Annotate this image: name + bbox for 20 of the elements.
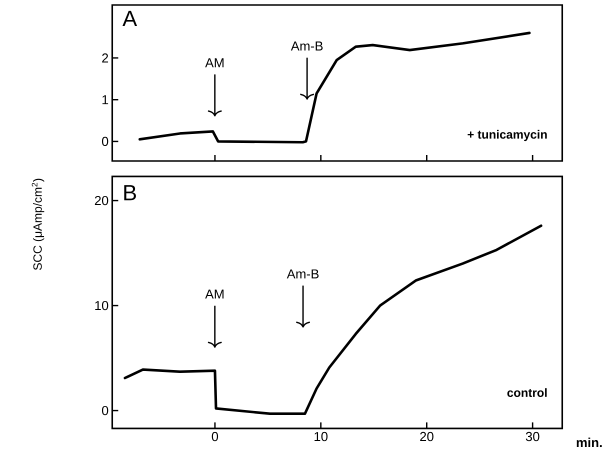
annotation: Am-B [286,269,319,278]
annotation: B [124,185,136,200]
annotation: AM [205,58,224,68]
y-axis-title: SCC (μAmp/cm$^{2}$) [32,178,44,270]
y-tick-label: 1 [102,95,108,104]
x-tick-label: 20 [420,432,434,442]
y-tick-label: 20 [94,196,108,206]
y-tick-label: 0 [102,406,108,416]
annotation: control [507,388,547,397]
x-tick-label: 10 [314,432,328,442]
annotation: Am-B [290,42,323,50]
x-tick-label: 30 [526,432,540,442]
annotation: A [122,10,138,26]
annotation: + tunicamycin [468,130,547,142]
y-tick-label: 0 [102,136,108,146]
y-tick-label: 2 [102,53,108,63]
annotation: AM [205,290,224,299]
x-tick-label: 0 [212,432,218,442]
y-tick-label: 10 [95,300,108,310]
x-axis-title: min. [576,438,602,448]
